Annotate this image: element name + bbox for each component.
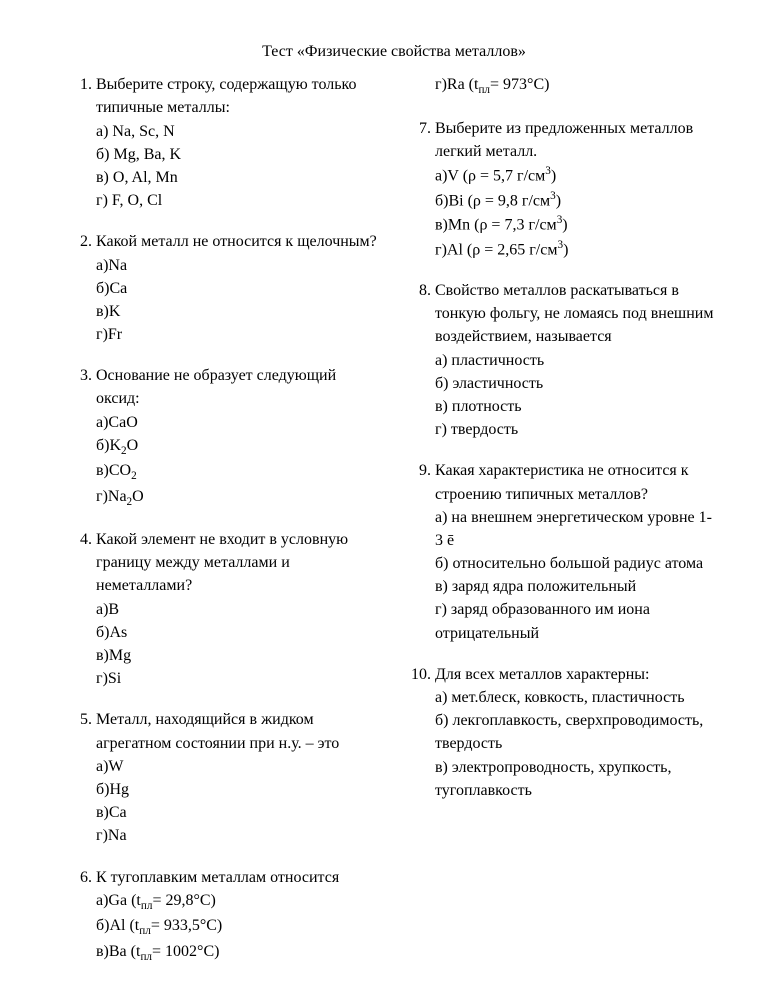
option: г)Si — [96, 667, 379, 690]
options-list: а)Bб)Asв)Mgг)Si — [96, 598, 379, 691]
questions-container: 1Выберите строку, содержащую только типи… — [70, 73, 718, 973]
question: 1Выберите строку, содержащую только типи… — [70, 73, 379, 212]
option: а) мет.блеск, ковкость, пластичность — [435, 686, 718, 709]
option: а) Na, Sc, N — [96, 120, 379, 143]
options-list: а)CaOб)K2Oв)CO2г)Na2O — [96, 411, 379, 510]
question-number: 5 — [70, 708, 92, 847]
options-list: а) на внешнем энергетическом уровне 1-3 … — [435, 506, 718, 645]
question-text: Металл, находящийся в жидком агрегатном … — [96, 708, 379, 754]
question-body: Для всех металлов характерны:а) мет.блес… — [435, 663, 718, 802]
question-number: 4 — [70, 528, 92, 690]
option: в) плотность — [435, 395, 718, 418]
question-text: Выберите строку, содержащую только типич… — [96, 73, 379, 119]
question-text: К тугоплавким металлам относится — [96, 866, 379, 889]
question-text: Выберите из предложенных металлов легкий… — [435, 117, 718, 163]
question-text: Для всех металлов характерны: — [435, 663, 718, 686]
option: в) заряд ядра положительный — [435, 575, 718, 598]
option: б) Mg, Ba, K — [96, 143, 379, 166]
question: 9Какая характеристика не относится к стр… — [409, 459, 718, 645]
option: б)Al (tпл= 933,5°С) — [96, 914, 379, 939]
option: в)Mn (ρ = 7,3 г/см3) — [435, 212, 718, 237]
question-number: 9 — [409, 459, 431, 645]
option: а)V (ρ = 5,7 г/см3) — [435, 163, 718, 188]
options-list: а) Na, Sc, Nб) Mg, Ba, Kв) O, Al, Mnг) F… — [96, 120, 379, 213]
option: б)Ca — [96, 277, 379, 300]
options-list: а) мет.блеск, ковкость, пластичностьб) л… — [435, 686, 718, 802]
option: а)Na — [96, 254, 379, 277]
option: а)W — [96, 755, 379, 778]
option: б)Bi (ρ = 9,8 г/см3) — [435, 188, 718, 213]
options-list: а) пластичностьб) эластичностьв) плотнос… — [435, 349, 718, 442]
question-text: Какой элемент не входит в условную грани… — [96, 528, 379, 598]
question: 10Для всех металлов характерны:а) мет.бл… — [409, 663, 718, 802]
question-number: 10 — [409, 663, 431, 802]
option: в)K — [96, 300, 379, 323]
option: в)Ba (tпл= 1002°С) — [96, 940, 379, 965]
question-number: 2 — [70, 230, 92, 346]
option: г)Na2O — [96, 485, 379, 510]
option: а)CaO — [96, 411, 379, 434]
option: в)Ca — [96, 801, 379, 824]
option: г)Al (ρ = 2,65 г/см3) — [435, 237, 718, 262]
question-text: Свойство металлов раскатываться в тонкую… — [435, 279, 718, 349]
option: б)K2O — [96, 434, 379, 459]
question: 2Какой металл не относится к щелочным?а)… — [70, 230, 379, 346]
question-body: Какой элемент не входит в условную грани… — [96, 528, 379, 690]
option: а) пластичность — [435, 349, 718, 372]
question-number: 3 — [70, 364, 92, 510]
option: б) лекгоплавкость, сверхпроводимость, тв… — [435, 709, 718, 755]
question-body: Какая характеристика не относится к стро… — [435, 459, 718, 645]
question-body: Свойство металлов раскатываться в тонкую… — [435, 279, 718, 441]
options-list: а)Naб)Caв)Kг)Fr — [96, 254, 379, 347]
options-list: а)V (ρ = 5,7 г/см3)б)Bi (ρ = 9,8 г/см3)в… — [435, 163, 718, 261]
option: в)Mg — [96, 644, 379, 667]
question-body: Выберите строку, содержащую только типич… — [96, 73, 379, 212]
option: а)B — [96, 598, 379, 621]
option: а)Ga (tпл= 29,8°С) — [96, 889, 379, 914]
question: 4Какой элемент не входит в условную гран… — [70, 528, 379, 690]
option: г) твердость — [435, 418, 718, 441]
question-body: Какой металл не относится к щелочным?а)N… — [96, 230, 379, 346]
option: б) относительно большой радиус атома — [435, 552, 718, 575]
option: б)Hg — [96, 778, 379, 801]
question-text: Какая характеристика не относится к стро… — [435, 459, 718, 505]
option: б) эластичность — [435, 372, 718, 395]
option: г)Na — [96, 824, 379, 847]
option: в) электропроводность, хрупкость, тугопл… — [435, 756, 718, 802]
page-title: Тест «Физические свойства металлов» — [70, 40, 718, 63]
question-text: Основание не образует следующий оксид: — [96, 364, 379, 410]
option: а) на внешнем энергетическом уровне 1-3 … — [435, 506, 718, 552]
option: г)Ra (tпл= 973°С) — [435, 73, 718, 98]
question-number: 7 — [409, 117, 431, 261]
option: г) F, O, Cl — [96, 189, 379, 212]
question-body: Металл, находящийся в жидком агрегатном … — [96, 708, 379, 847]
question-number: 1 — [70, 73, 92, 212]
option: в) O, Al, Mn — [96, 166, 379, 189]
question: 8Свойство металлов раскатываться в тонку… — [409, 279, 718, 441]
options-list: а)Wб)Hgв)Caг)Na — [96, 755, 379, 848]
option: б)As — [96, 621, 379, 644]
question-number: 8 — [409, 279, 431, 441]
question: 7Выберите из предложенных металлов легки… — [409, 117, 718, 261]
question-body: Выберите из предложенных металлов легкий… — [435, 117, 718, 261]
question-body: Основание не образует следующий оксид:а)… — [96, 364, 379, 510]
option: в)CO2 — [96, 459, 379, 484]
question: 3Основание не образует следующий оксид:а… — [70, 364, 379, 510]
option: г) заряд образованного им иона отрицател… — [435, 598, 718, 644]
option: г)Fr — [96, 323, 379, 346]
question: 5Металл, находящийся в жидком агрегатном… — [70, 708, 379, 847]
question-text: Какой металл не относится к щелочным? — [96, 230, 379, 253]
